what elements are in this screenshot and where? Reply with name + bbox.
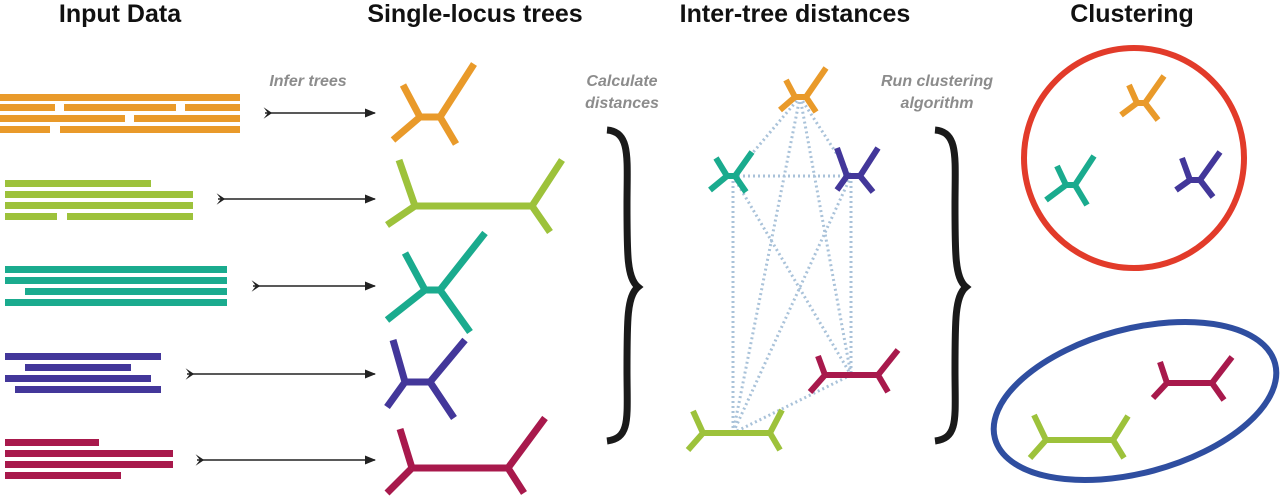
brace-clustering — [934, 126, 972, 445]
tree-crimson — [384, 415, 548, 496]
step-label-algorithm: algorithm — [901, 95, 974, 112]
distance-node-lime — [685, 408, 785, 452]
input-data-orange — [0, 94, 240, 133]
distance-node-teal — [708, 150, 755, 194]
distance-node-indigo — [834, 146, 881, 194]
input-data-crimson — [5, 439, 173, 479]
cluster-tree-crimson — [1150, 355, 1235, 402]
cluster-blue-ellipse — [990, 318, 1280, 484]
header-input-data: Input Data — [59, 0, 182, 28]
cluster-tree-indigo — [1174, 150, 1223, 199]
step-label-run-clustering: Run clustering — [881, 73, 993, 90]
tree-indigo — [384, 337, 468, 420]
distance-node-orange — [778, 66, 829, 114]
header-inter-tree-distances: Inter-tree distances — [680, 0, 911, 28]
brace-calculate — [606, 126, 644, 445]
header-clustering: Clustering — [1070, 0, 1194, 28]
input-data-indigo — [5, 353, 161, 393]
distance-edges — [731, 96, 853, 435]
distance-node-crimson — [807, 348, 901, 394]
input-data-lime — [5, 180, 193, 220]
header-single-locus-trees: Single-locus trees — [367, 0, 582, 28]
step-label-infer-trees: Infer trees — [269, 73, 346, 90]
input-data-teal — [5, 266, 227, 306]
tree-orange — [390, 62, 477, 146]
cluster-red-circle — [1021, 45, 1247, 271]
step-label-calculate: Calculate — [586, 73, 657, 90]
cluster-tree-teal — [1044, 154, 1097, 207]
cluster-tree-orange — [1119, 74, 1167, 122]
tree-teal — [384, 230, 488, 335]
cluster-tree-lime — [1027, 413, 1131, 460]
tree-lime — [385, 158, 565, 234]
step-label-distances: distances — [585, 95, 659, 112]
